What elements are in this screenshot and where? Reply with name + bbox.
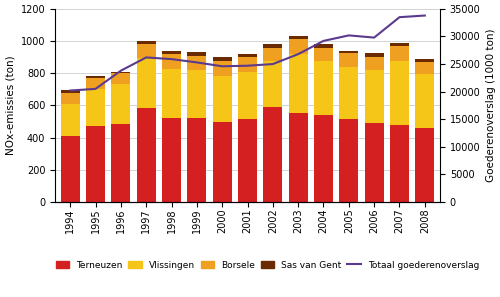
Bar	[390, 46, 409, 61]
Bar	[238, 54, 257, 58]
Bar	[136, 41, 156, 44]
Bar	[136, 44, 156, 59]
Bar	[188, 70, 206, 118]
Bar	[188, 52, 206, 56]
Bar	[188, 118, 206, 202]
Bar	[238, 58, 257, 72]
Bar	[416, 62, 434, 74]
Bar	[390, 125, 409, 202]
Bar	[238, 119, 257, 202]
Legend: Terneuzen, Vlissingen, Borsele, Sas van Gent, Totaal goederenoverslag: Terneuzen, Vlissingen, Borsele, Sas van …	[56, 260, 479, 270]
Bar	[136, 59, 156, 108]
Bar	[340, 50, 358, 53]
Bar	[314, 115, 333, 202]
Bar	[86, 89, 105, 126]
Bar	[364, 53, 384, 57]
Bar	[188, 56, 206, 70]
Bar	[314, 61, 333, 115]
Bar	[288, 40, 308, 54]
Bar	[364, 124, 384, 202]
Bar	[364, 70, 384, 124]
Bar	[288, 36, 308, 40]
Bar	[212, 61, 232, 76]
Bar	[416, 74, 434, 128]
Bar	[162, 69, 181, 118]
Bar	[340, 119, 358, 202]
Bar	[60, 136, 80, 202]
Bar	[212, 121, 232, 202]
Bar	[212, 76, 232, 121]
Bar	[416, 59, 434, 62]
Bar	[86, 78, 105, 89]
Bar	[112, 72, 130, 73]
Bar	[264, 44, 282, 48]
Bar	[340, 53, 358, 67]
Bar	[340, 67, 358, 119]
Bar	[212, 57, 232, 61]
Bar	[416, 128, 434, 202]
Bar	[314, 48, 333, 61]
Bar	[112, 84, 130, 124]
Bar	[162, 54, 181, 69]
Bar	[264, 107, 282, 202]
Bar	[390, 61, 409, 125]
Bar	[238, 72, 257, 119]
Bar	[364, 57, 384, 70]
Bar	[390, 43, 409, 46]
Bar	[60, 90, 80, 93]
Bar	[288, 54, 308, 113]
Bar	[162, 51, 181, 54]
Bar	[112, 124, 130, 202]
Bar	[112, 73, 130, 84]
Bar	[314, 44, 333, 48]
Y-axis label: Goederenoverslag (1000 ton): Goederenoverslag (1000 ton)	[486, 29, 496, 182]
Bar	[86, 126, 105, 202]
Bar	[288, 113, 308, 202]
Bar	[86, 77, 105, 78]
Bar	[162, 118, 181, 202]
Bar	[60, 104, 80, 136]
Bar	[264, 61, 282, 107]
Bar	[60, 93, 80, 104]
Bar	[264, 48, 282, 61]
Y-axis label: NOx-emissies (ton): NOx-emissies (ton)	[5, 56, 15, 155]
Bar	[136, 108, 156, 202]
